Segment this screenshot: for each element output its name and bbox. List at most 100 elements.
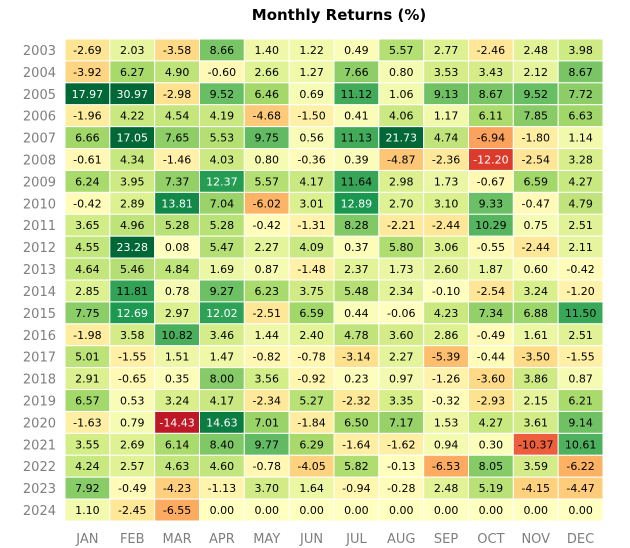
cell-value-label: -2.54 — [522, 154, 550, 167]
cell-value-label: 7.92 — [75, 482, 100, 495]
cell-value-label: 4.24 — [75, 460, 100, 473]
cell-value-label: 5.47 — [210, 241, 235, 254]
cell-value-label: 2.98 — [389, 175, 414, 188]
cell-value-label: -0.44 — [477, 351, 505, 364]
month-tick-label: JUN — [299, 532, 323, 547]
cell-value-label: 0.23 — [344, 373, 369, 386]
cell-value-label: 13.81 — [161, 197, 193, 210]
cell-value-label: 1.40 — [255, 44, 280, 57]
cell-value-label: 0.79 — [120, 416, 145, 429]
cell-value-label: -2.98 — [163, 88, 191, 101]
cell-value-label: 10.82 — [161, 329, 193, 342]
cell-value-label: -0.42 — [253, 219, 281, 232]
cell-value-label: -0.49 — [477, 329, 505, 342]
cell-value-label: 0.87 — [568, 373, 593, 386]
cell-value-label: -1.46 — [163, 154, 191, 167]
cell-value-label: -6.94 — [477, 132, 505, 145]
cell-value-label: 7.66 — [344, 66, 369, 79]
cell-value-label: 9.33 — [479, 197, 504, 210]
year-tick-label: 2018 — [23, 373, 56, 388]
cell-value-label: 4.27 — [568, 175, 593, 188]
cell-value-label: 3.28 — [568, 154, 593, 167]
cell-value-label: -1.80 — [522, 132, 550, 145]
cell-value-label: 0.80 — [389, 66, 414, 79]
cell-value-label: 30.97 — [117, 88, 149, 101]
year-tick-label: 2005 — [23, 88, 56, 103]
cell-value-label: 2.40 — [299, 329, 324, 342]
cell-value-label: 9.52 — [210, 88, 235, 101]
cell-value-label: -0.65 — [118, 373, 146, 386]
cell-value-label: 6.59 — [299, 307, 324, 320]
cell-value-label: -0.28 — [387, 482, 415, 495]
cell-value-label: -2.21 — [387, 219, 415, 232]
cell-value-label: 12.02 — [206, 307, 238, 320]
cell-value-label: 8.67 — [479, 88, 504, 101]
cell-value-label: 17.05 — [117, 132, 149, 145]
cell-value-label: 2.27 — [255, 241, 280, 254]
cell-value-label: 6.24 — [75, 175, 100, 188]
cell-value-label: -6.53 — [432, 460, 460, 473]
cell-value-label: 0.97 — [389, 373, 414, 386]
cell-value-label: 7.75 — [75, 307, 100, 320]
cell-value-label: 0.00 — [434, 504, 459, 517]
cell-value-label: -4.87 — [387, 154, 415, 167]
year-tick-label: 2014 — [23, 285, 56, 300]
cell-value-label: -4.05 — [297, 460, 325, 473]
cell-value-label: 0.00 — [479, 504, 504, 517]
cell-value-label: 0.78 — [165, 285, 190, 298]
cell-value-label: -2.44 — [522, 241, 550, 254]
cell-value-label: 0.00 — [389, 504, 414, 517]
cell-value-label: -6.02 — [253, 197, 281, 210]
month-tick-label: NOV — [521, 532, 550, 547]
cell-value-label: 9.52 — [524, 88, 549, 101]
cell-value-label: 3.10 — [434, 197, 459, 210]
cell-value-label: 1.14 — [568, 132, 593, 145]
cell-value-label: 3.55 — [75, 438, 100, 451]
cell-value-label: 8.67 — [568, 66, 593, 79]
cell-value-label: 0.39 — [344, 154, 369, 167]
cell-value-label: 1.06 — [389, 88, 414, 101]
cell-value-label: 6.59 — [524, 175, 549, 188]
cell-value-label: 0.00 — [568, 504, 593, 517]
cell-value-label: 1.44 — [255, 329, 280, 342]
year-tick-label: 2004 — [23, 66, 56, 81]
cell-value-label: 1.53 — [434, 416, 459, 429]
cell-value-label: 8.28 — [344, 219, 369, 232]
cell-value-label: 1.64 — [299, 482, 324, 495]
cell-value-label: -3.50 — [522, 351, 550, 364]
cell-value-label: -1.63 — [73, 416, 101, 429]
cell-value-label: -2.46 — [477, 44, 505, 57]
cell-value-label: -1.64 — [342, 438, 370, 451]
year-tick-label: 2009 — [23, 175, 56, 190]
cell-value-label: 3.70 — [255, 482, 280, 495]
cell-value-label: 0.53 — [120, 395, 145, 408]
cell-value-label: -0.36 — [297, 154, 325, 167]
month-tick-label: MAR — [163, 532, 192, 547]
cell-value-label: 0.69 — [299, 88, 324, 101]
cell-value-label: 6.29 — [299, 438, 324, 451]
cell-value-label: -4.47 — [566, 482, 594, 495]
cell-value-label: -4.15 — [522, 482, 550, 495]
cell-value-label: 2.34 — [389, 285, 414, 298]
cell-value-label: -1.62 — [387, 438, 415, 451]
cell-value-label: 21.73 — [386, 132, 418, 145]
cell-value-label: 6.50 — [344, 416, 369, 429]
cell-value-label: 0.41 — [344, 110, 369, 123]
heatmap-cells: -2.69 2.03 -3.58 8.66 1.40 1.22 0.49 5.57 2.77 -2… — [64, 38, 604, 522]
cell-value-label: 0.56 — [299, 132, 324, 145]
cell-value-label: -0.67 — [477, 175, 505, 188]
cell-value-label: 6.23 — [255, 285, 280, 298]
month-tick-label: APR — [209, 532, 235, 547]
cell-value-label: 3.56 — [255, 373, 280, 386]
cell-value-label: 0.94 — [434, 438, 459, 451]
cell-value-label: 12.69 — [117, 307, 149, 320]
cell-value-label: 2.66 — [255, 66, 280, 79]
year-tick-label: 2003 — [23, 44, 56, 59]
cell-value-label: 1.27 — [299, 66, 324, 79]
cell-value-label: 4.63 — [165, 460, 190, 473]
cell-value-label: -1.55 — [566, 351, 594, 364]
cell-value-label: 1.17 — [434, 110, 459, 123]
cell-value-label: 4.19 — [210, 110, 235, 123]
cell-value-label: 2.51 — [568, 329, 593, 342]
cell-value-label: 3.01 — [299, 197, 324, 210]
